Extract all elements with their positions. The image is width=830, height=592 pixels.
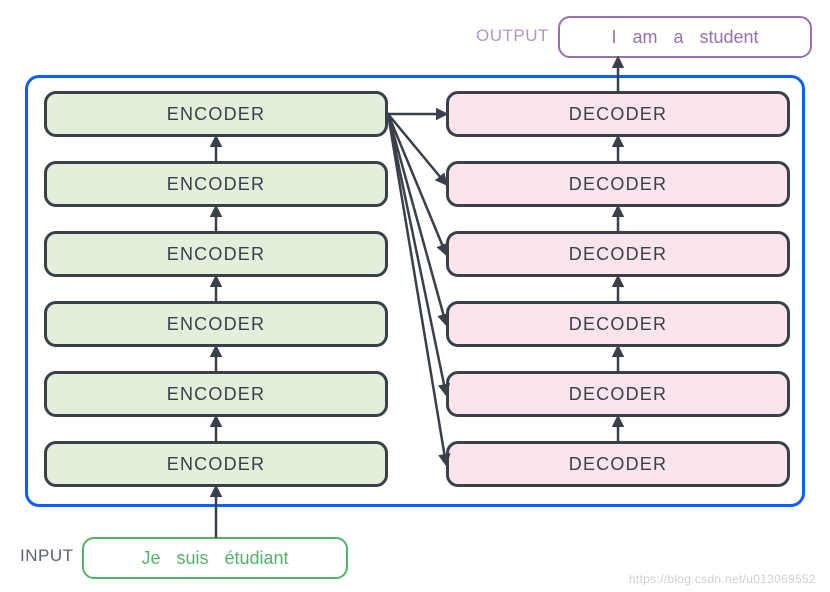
input-label: INPUT xyxy=(20,546,74,566)
block-label: ENCODER xyxy=(167,384,265,405)
block-label: ENCODER xyxy=(167,104,265,125)
input-word-1: Je xyxy=(141,548,160,569)
decoder-block-2: DECODER xyxy=(446,371,790,417)
block-label: ENCODER xyxy=(167,244,265,265)
diagram-canvas: ENCODER ENCODER ENCODER ENCODER ENCODER … xyxy=(0,0,830,592)
encoder-block-2: ENCODER xyxy=(44,371,388,417)
output-box: I am a student xyxy=(558,16,812,58)
decoder-block-5: DECODER xyxy=(446,161,790,207)
block-label: DECODER xyxy=(569,174,667,195)
encoder-block-6: ENCODER xyxy=(44,91,388,137)
block-label: ENCODER xyxy=(167,314,265,335)
encoder-block-3: ENCODER xyxy=(44,301,388,347)
encoder-block-4: ENCODER xyxy=(44,231,388,277)
decoder-block-6: DECODER xyxy=(446,91,790,137)
input-word-3: étudiant xyxy=(224,548,288,569)
block-label: DECODER xyxy=(569,104,667,125)
output-word-2: am xyxy=(632,27,657,48)
output-word-3: a xyxy=(673,27,683,48)
decoder-block-4: DECODER xyxy=(446,231,790,277)
decoder-block-3: DECODER xyxy=(446,301,790,347)
output-word-4: student xyxy=(700,27,759,48)
output-word-1: I xyxy=(611,27,616,48)
input-word-2: suis xyxy=(176,548,208,569)
encoder-block-1: ENCODER xyxy=(44,441,388,487)
encoder-block-5: ENCODER xyxy=(44,161,388,207)
input-box: Je suis étudiant xyxy=(82,537,348,579)
block-label: ENCODER xyxy=(167,174,265,195)
watermark-text: https://blog.csdn.net/u013069552 xyxy=(629,572,816,586)
block-label: DECODER xyxy=(569,244,667,265)
block-label: DECODER xyxy=(569,454,667,475)
block-label: DECODER xyxy=(569,314,667,335)
block-label: DECODER xyxy=(569,384,667,405)
decoder-block-1: DECODER xyxy=(446,441,790,487)
block-label: ENCODER xyxy=(167,454,265,475)
output-label: OUTPUT xyxy=(476,26,549,46)
